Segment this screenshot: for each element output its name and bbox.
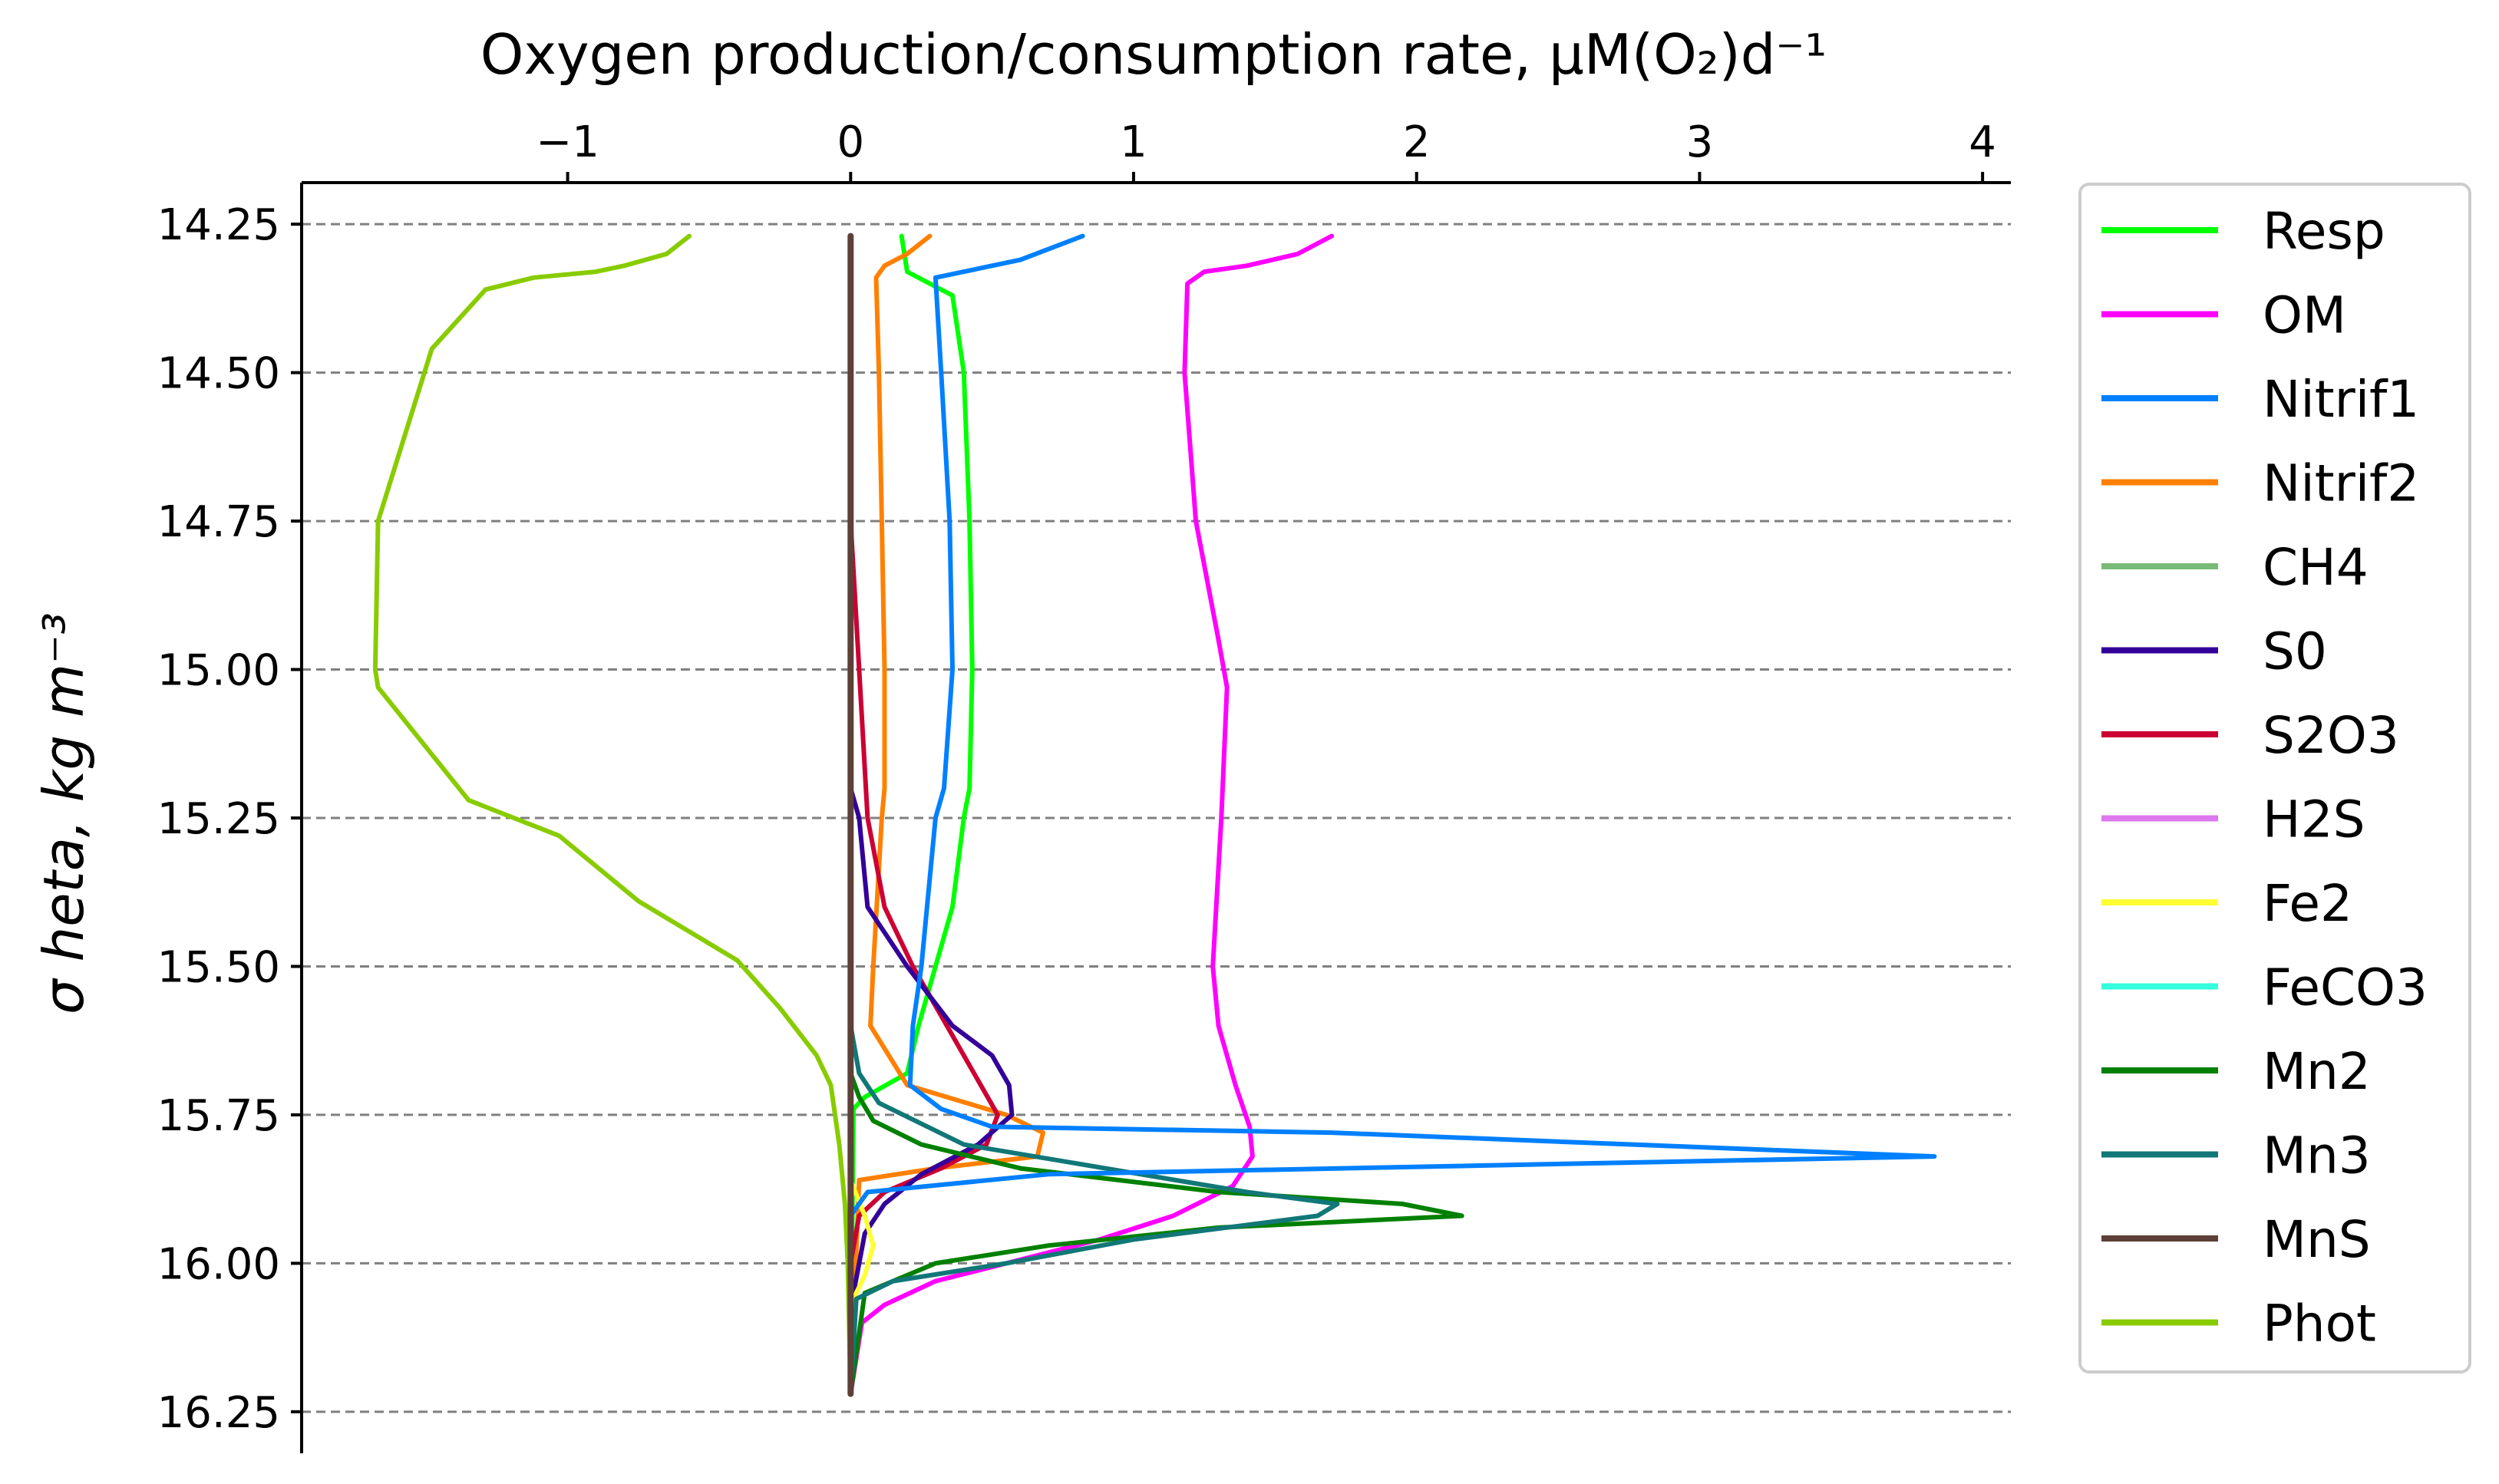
x-tick-label: 1 <box>1120 117 1147 167</box>
legend-label-mn2: Mn2 <box>2263 1042 2371 1101</box>
y-tick-label: 14.50 <box>157 349 280 399</box>
legend-label-mn3: Mn3 <box>2263 1126 2371 1186</box>
legend-label-fe2: Fe2 <box>2263 874 2352 933</box>
y-tick-label: 15.75 <box>157 1091 280 1141</box>
series-layer <box>372 232 1937 1397</box>
x-tick-label: −1 <box>536 117 599 167</box>
legend-label-resp: Resp <box>2263 202 2385 261</box>
x-tick-label: 3 <box>1686 117 1714 167</box>
legend-label-nitrif1: Nitrif1 <box>2263 370 2419 429</box>
series-line-nitrif1 <box>848 233 1937 1397</box>
legend-label-s0: S0 <box>2263 622 2327 681</box>
x-tick-label: 0 <box>837 117 864 167</box>
y-tick-label: 15.25 <box>157 794 280 844</box>
legend-label-nitrif2: Nitrif2 <box>2263 454 2419 513</box>
legend: Resp OM Nitrif1 Nitrif2 CH4 S0 S2O3 H2S Fe2 FeCO3… <box>2078 183 2471 1374</box>
legend-label-mns: MnS <box>2263 1210 2371 1269</box>
y-tick-label: 16.25 <box>157 1388 280 1438</box>
series-line-mn2 <box>848 1070 1464 1397</box>
legend-label-om: OM <box>2263 286 2346 345</box>
axes: −1 0 1 2 3 4 14.25 14.50 14.75 15.00 15.25 15.50 15.… <box>157 117 2011 1453</box>
y-tick-label: 15.00 <box>157 646 280 696</box>
legend-label-feco3: FeCO3 <box>2263 958 2428 1017</box>
y-axis-title: σ heta, kg m⁻³ <box>31 612 96 1014</box>
legend-label-phot: Phot <box>2263 1294 2376 1354</box>
legend-label-ch4: CH4 <box>2263 538 2369 597</box>
series-line-mn3 <box>848 1023 1340 1397</box>
series-line-resp <box>848 233 975 1385</box>
y-tick-label: 14.75 <box>157 497 280 547</box>
x-tick-label: 4 <box>1969 117 1996 167</box>
legend-label-s2o3: S2O3 <box>2263 706 2399 765</box>
series-line-nitrif2 <box>848 233 1045 1397</box>
grid <box>302 223 2011 1413</box>
legend-label-h2s: H2S <box>2263 790 2365 849</box>
x-tick-label: 2 <box>1403 117 1431 167</box>
legend-box <box>2078 183 2471 1374</box>
y-tick-label: 16.00 <box>157 1239 280 1289</box>
series-line-s0 <box>848 786 1015 1397</box>
y-tick-label: 14.25 <box>157 200 280 250</box>
y-tick-label: 15.50 <box>157 942 280 992</box>
series-line-phot <box>372 233 853 1397</box>
x-axis-title: Oxygen production/consumption rate, μM(O… <box>480 22 1827 87</box>
